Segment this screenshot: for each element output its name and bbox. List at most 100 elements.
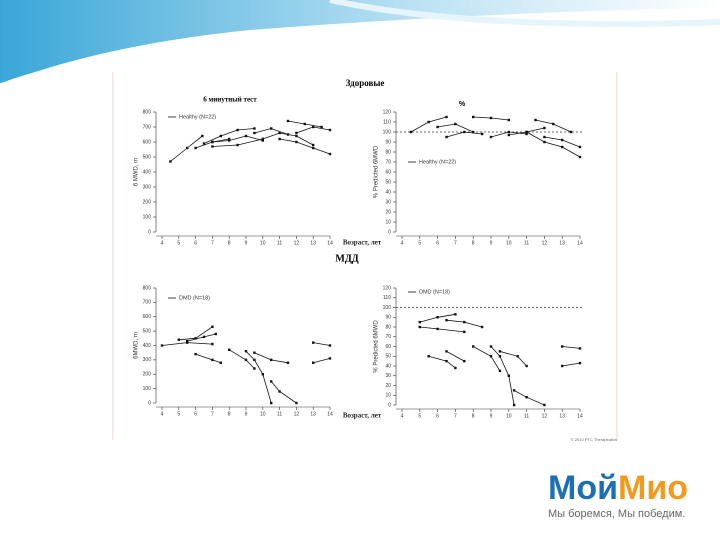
marker: [312, 361, 315, 364]
marker: [244, 350, 248, 353]
marker: [236, 143, 239, 147]
marker: [211, 140, 214, 144]
x-tick-label: 13: [559, 413, 565, 419]
marker: [211, 342, 214, 346]
marker: [552, 122, 555, 126]
marker: [445, 318, 448, 322]
y-tick-label: 600: [143, 139, 152, 145]
series-line: [473, 346, 501, 372]
marker: [194, 337, 197, 340]
series-line: [535, 119, 572, 133]
series-line: [228, 349, 255, 369]
marker: [418, 320, 421, 324]
x-tick-label: 7: [454, 240, 457, 246]
marker: [253, 127, 256, 130]
x-tick-label: 14: [577, 413, 583, 419]
marker: [543, 126, 546, 130]
marker: [525, 396, 528, 399]
y-tick-label: 110: [383, 119, 391, 125]
marker: [525, 364, 528, 368]
legend-label: Healthy (N=22): [419, 159, 456, 165]
logo-part: Мой: [548, 469, 618, 507]
marker: [186, 146, 189, 150]
marker: [253, 131, 256, 135]
y-tick-label: 90: [385, 139, 391, 145]
marker: [445, 115, 448, 119]
y-tick-label: 30: [385, 199, 391, 205]
marker: [328, 357, 332, 360]
marker: [507, 130, 510, 134]
marker: [236, 128, 239, 132]
marker: [507, 374, 510, 377]
marker: [295, 134, 298, 138]
y-tick-label: 80: [385, 149, 391, 155]
marker: [253, 351, 256, 354]
marker: [270, 358, 273, 362]
header-swoosh: [0, 0, 720, 85]
marker: [436, 316, 439, 319]
y-tick-label: 50: [385, 354, 391, 360]
marker: [177, 338, 180, 341]
group-title: МДД: [335, 253, 358, 264]
marker: [525, 132, 528, 136]
x-tick-label: 6: [194, 240, 197, 246]
marker: [543, 140, 546, 144]
marker: [278, 390, 281, 393]
marker: [295, 131, 298, 135]
series-line: [499, 351, 527, 367]
logo-part: Мио: [618, 469, 688, 507]
x-tick-label: 14: [577, 240, 583, 246]
marker: [489, 355, 493, 358]
marker: [436, 327, 439, 331]
y-tick-label: 0: [388, 229, 391, 235]
y-tick-label: 500: [143, 328, 152, 334]
y-tick-label: 200: [143, 372, 152, 378]
logo: МойМио: [548, 469, 688, 507]
y-tick-label: 10: [385, 393, 391, 399]
marker: [328, 128, 332, 132]
y-tick-label: 120: [383, 109, 392, 115]
x-tick-label: 11: [277, 411, 282, 417]
marker: [445, 350, 448, 353]
x-tick-label: 14: [327, 240, 333, 246]
x-tick-label: 7: [211, 240, 214, 246]
x-tick-label: 4: [401, 413, 404, 419]
marker: [578, 145, 582, 149]
y-tick-label: 120: [383, 285, 392, 291]
marker: [194, 146, 197, 150]
y-tick-label: 800: [143, 285, 152, 291]
x-tick-label: 12: [294, 240, 300, 246]
marker: [312, 341, 315, 344]
marker: [463, 130, 466, 134]
marker: [202, 142, 206, 145]
x-tick-label: 7: [454, 413, 457, 419]
y-tick-label: 400: [143, 169, 152, 175]
marker: [472, 130, 475, 134]
marker: [409, 130, 413, 134]
x-tick-label: 11: [277, 240, 282, 246]
y-tick-label: 30: [385, 373, 391, 379]
marker: [312, 143, 315, 147]
marker: [516, 355, 519, 358]
x-tick-label: 10: [506, 413, 512, 419]
x-tick-label: 14: [327, 411, 333, 417]
y-tick-label: 300: [143, 184, 152, 190]
marker: [525, 130, 528, 134]
y-tick-label: 700: [143, 300, 152, 306]
marker: [295, 140, 298, 144]
x-tick-label: 4: [161, 411, 164, 417]
y-tick-label: 700: [143, 124, 152, 130]
y-tick-label: 60: [385, 344, 391, 350]
y-tick-label: 20: [385, 209, 391, 215]
y-tick-label: 0: [148, 400, 151, 406]
marker: [270, 127, 273, 130]
marker: [543, 135, 546, 139]
y-tick-label: 600: [143, 314, 152, 320]
marker: [312, 146, 315, 150]
series-line: [262, 132, 314, 146]
marker: [228, 137, 231, 141]
marker: [543, 403, 546, 407]
marker: [253, 367, 256, 370]
x-tick-label: 10: [260, 240, 266, 246]
marker: [261, 137, 264, 141]
